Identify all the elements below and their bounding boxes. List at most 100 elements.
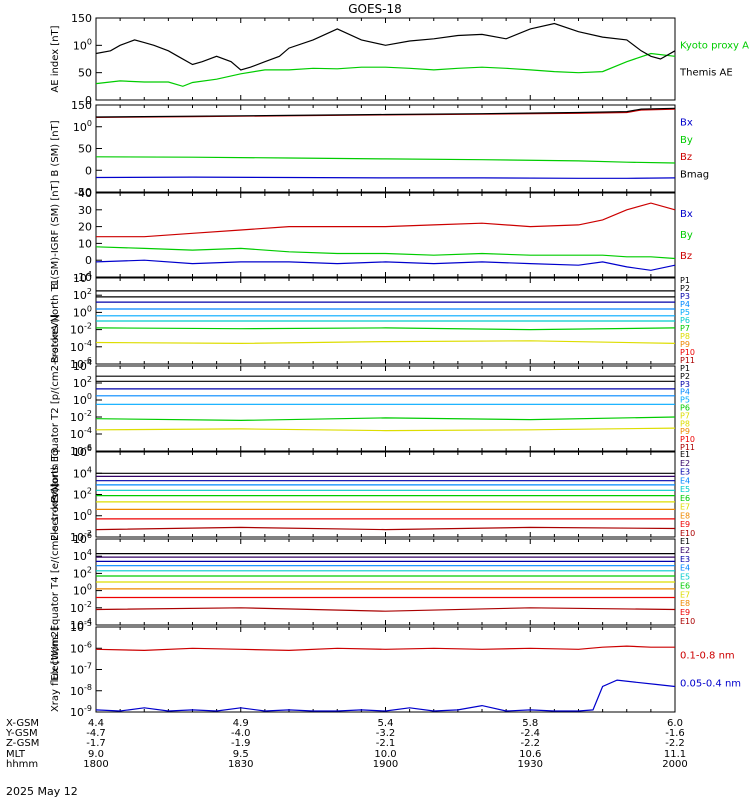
y-tick-label: 150 xyxy=(71,99,92,112)
legend-item-p5: P5 xyxy=(680,308,690,317)
y-tick-label: 102 xyxy=(73,565,92,580)
legend-item-e4: E4 xyxy=(680,564,690,573)
y-tick-label: 40 xyxy=(78,187,92,200)
series-line-bx xyxy=(95,259,676,271)
series-line-e10 xyxy=(95,607,676,612)
y-tick-label: 100 xyxy=(73,508,92,523)
y-axis-label: Electrons North T3 xyxy=(50,448,61,541)
y-tick-label: 102 xyxy=(73,375,92,390)
legend-item-p1: P1 xyxy=(680,364,690,373)
y-tick-label: 106 xyxy=(73,444,92,459)
y-axis-label: B (SM)-IGRF (SM) [nT] xyxy=(50,180,61,289)
legend-item-p11: P11 xyxy=(680,356,695,365)
y-axis-label: Electrons Equator T4 [e/(cm2-s-sr-keV)] xyxy=(50,483,61,680)
series-line-by xyxy=(95,156,676,164)
y-axis-label: Xray flux [W/m2] xyxy=(50,627,61,712)
y-tick-label: 0 xyxy=(85,94,92,107)
ephemeris-value: -1.7 xyxy=(86,738,106,749)
legend-item-e6: E6 xyxy=(680,494,690,503)
plot-title: GOES-18 xyxy=(348,2,402,16)
ephemeris-value: -2.4 xyxy=(520,728,540,739)
ephemeris-row-label: Y-GSM xyxy=(5,728,38,739)
y-tick-label: 100 xyxy=(73,37,92,52)
series-line-0-1-0-8-nm xyxy=(95,645,675,652)
y-tick-label: 102 xyxy=(73,287,92,302)
legend-item-bz: Bz xyxy=(680,251,692,262)
series-line-bx xyxy=(95,176,676,179)
legend-item-p7: P7 xyxy=(680,324,690,333)
ephemeris-value: 5.4 xyxy=(378,718,394,729)
y-tick-label: 104 xyxy=(73,465,92,480)
panel-1: 0 50 100 150 AE index [nT] Kyoto proxy AE Them… xyxy=(50,12,750,107)
ephemeris-row-label: Z-GSM xyxy=(6,738,39,749)
ephemeris-value: 1900 xyxy=(373,759,398,770)
series-line-p8 xyxy=(95,340,676,345)
series-line-e10 xyxy=(95,526,676,531)
legend-item-e4: E4 xyxy=(680,476,690,485)
legend-item-p2: P2 xyxy=(680,372,690,381)
y-tick-label: -50 xyxy=(74,186,92,199)
legend-item-p5: P5 xyxy=(680,396,690,405)
series-line-p6 xyxy=(95,416,676,422)
legend-item-p6: P6 xyxy=(680,316,690,325)
series-line-bmag xyxy=(95,107,676,118)
legend-item-0-1-0-8-nm: 0.1-0.8 nm xyxy=(680,650,735,661)
ephemeris-value: -2.2 xyxy=(665,738,685,749)
y-tick-label: 100 xyxy=(73,392,92,407)
y-tick-label: 10-2 xyxy=(70,322,92,337)
series-line-bz xyxy=(96,202,676,238)
y-tick-label: 10-4 xyxy=(70,339,92,354)
y-tick-label: 10-4 xyxy=(70,426,92,441)
y-tick-label: 10-2 xyxy=(70,409,92,424)
ephemeris-value: -1.9 xyxy=(231,738,251,749)
legend-item-e5: E5 xyxy=(680,485,690,494)
series-line-kyoto-proxy-ae xyxy=(95,52,676,87)
legend-item-p2: P2 xyxy=(680,284,690,293)
legend-item-p11: P11 xyxy=(680,443,695,452)
y-tick-label: 10-8 xyxy=(70,683,92,698)
ephemeris-row-label: MLT xyxy=(6,749,26,760)
y-tick-label: 10-2 xyxy=(70,600,92,615)
legend-item-0-05-0-4-nm: 0.05-0.4 nm xyxy=(680,679,741,690)
legend-item-e6: E6 xyxy=(680,581,690,590)
panel-8: 10-9 10-8 10-7 10-6 10-5 Xray flux [W/m2] 0.1-… xyxy=(50,619,741,719)
ephemeris-value: 5.8 xyxy=(522,718,538,729)
ephemeris-value: -1.6 xyxy=(665,728,685,739)
ephemeris-value: 9.0 xyxy=(88,749,104,760)
legend-item-e9: E9 xyxy=(680,520,690,529)
panel-frame xyxy=(95,365,676,452)
legend-item-bx: Bx xyxy=(680,117,693,128)
legend-item-kyoto-proxy-ae: Kyoto proxy AE xyxy=(680,40,750,51)
series-line-themis-ae xyxy=(95,22,676,71)
legend-item-e8: E8 xyxy=(680,511,690,520)
y-tick-label: 50 xyxy=(78,67,92,80)
legend-item-by: By xyxy=(680,230,693,241)
legend-item-e5: E5 xyxy=(680,573,690,582)
ephemeris-value: -2.2 xyxy=(520,738,540,749)
series-line-p7 xyxy=(95,327,676,331)
panel-frame xyxy=(95,104,676,193)
legend-item-p1: P1 xyxy=(680,276,690,285)
y-tick-label: -10 xyxy=(74,271,92,284)
ephemeris-value: 1800 xyxy=(83,759,108,770)
ephemeris-value: 11.1 xyxy=(664,749,686,760)
legend-item-p7: P7 xyxy=(680,411,690,420)
y-tick-label: 10-5 xyxy=(70,619,92,634)
y-tick-label: 10-9 xyxy=(70,704,92,719)
y-tick-label: 150 xyxy=(71,12,92,25)
date-label: 2025 May 12 xyxy=(6,785,78,798)
legend-item-p3: P3 xyxy=(680,380,690,389)
ephemeris-value: 10.6 xyxy=(519,749,541,760)
ephemeris-value: -4.7 xyxy=(86,728,106,739)
ephemeris-value: 9.5 xyxy=(233,749,249,760)
legend-item-e1: E1 xyxy=(680,450,690,459)
ephemeris-row-label: X-GSM xyxy=(6,718,39,729)
ephemeris-value: 4.9 xyxy=(233,718,249,729)
legend-item-e2: E2 xyxy=(680,459,690,468)
y-tick-label: 100 xyxy=(73,304,92,319)
series-line-0-05-0-4-nm xyxy=(95,679,676,712)
y-axis-label: AE index [nT] xyxy=(50,25,61,92)
